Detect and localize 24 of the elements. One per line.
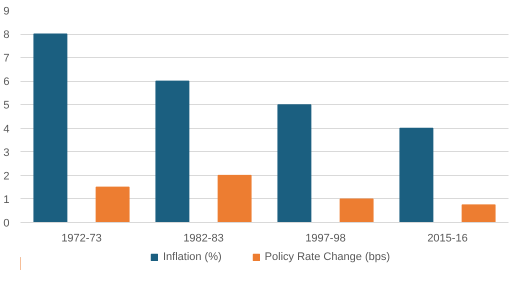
x-tick-label: 1997-98 [305,232,346,244]
bar [155,80,190,222]
y-tick-label: 3 [3,146,10,159]
x-tick-label: 2015-16 [427,232,468,244]
legend-label: Policy Rate Change (bps) [264,251,390,263]
y-tick-label: 7 [3,52,10,65]
bar [96,186,130,222]
y-tick-label: 5 [3,100,10,112]
bar [399,128,434,222]
y-tick-label: 8 [3,29,10,42]
bar [218,174,252,222]
y-tick-label: 2 [3,170,10,182]
x-tick-label: 1972-73 [61,232,102,244]
y-tick-label: 4 [3,123,10,136]
y-tick-label: 1 [3,194,10,206]
bar [462,204,496,222]
bar [277,104,312,222]
y-tick-label: 6 [3,76,10,88]
y-tick-label: 0 [3,218,10,230]
y-tick-label: 9 [3,6,10,18]
bar [33,34,68,222]
x-tick-label: 1982-83 [183,232,224,244]
legend-label: Inflation (%) [162,251,222,263]
bar [340,198,374,222]
